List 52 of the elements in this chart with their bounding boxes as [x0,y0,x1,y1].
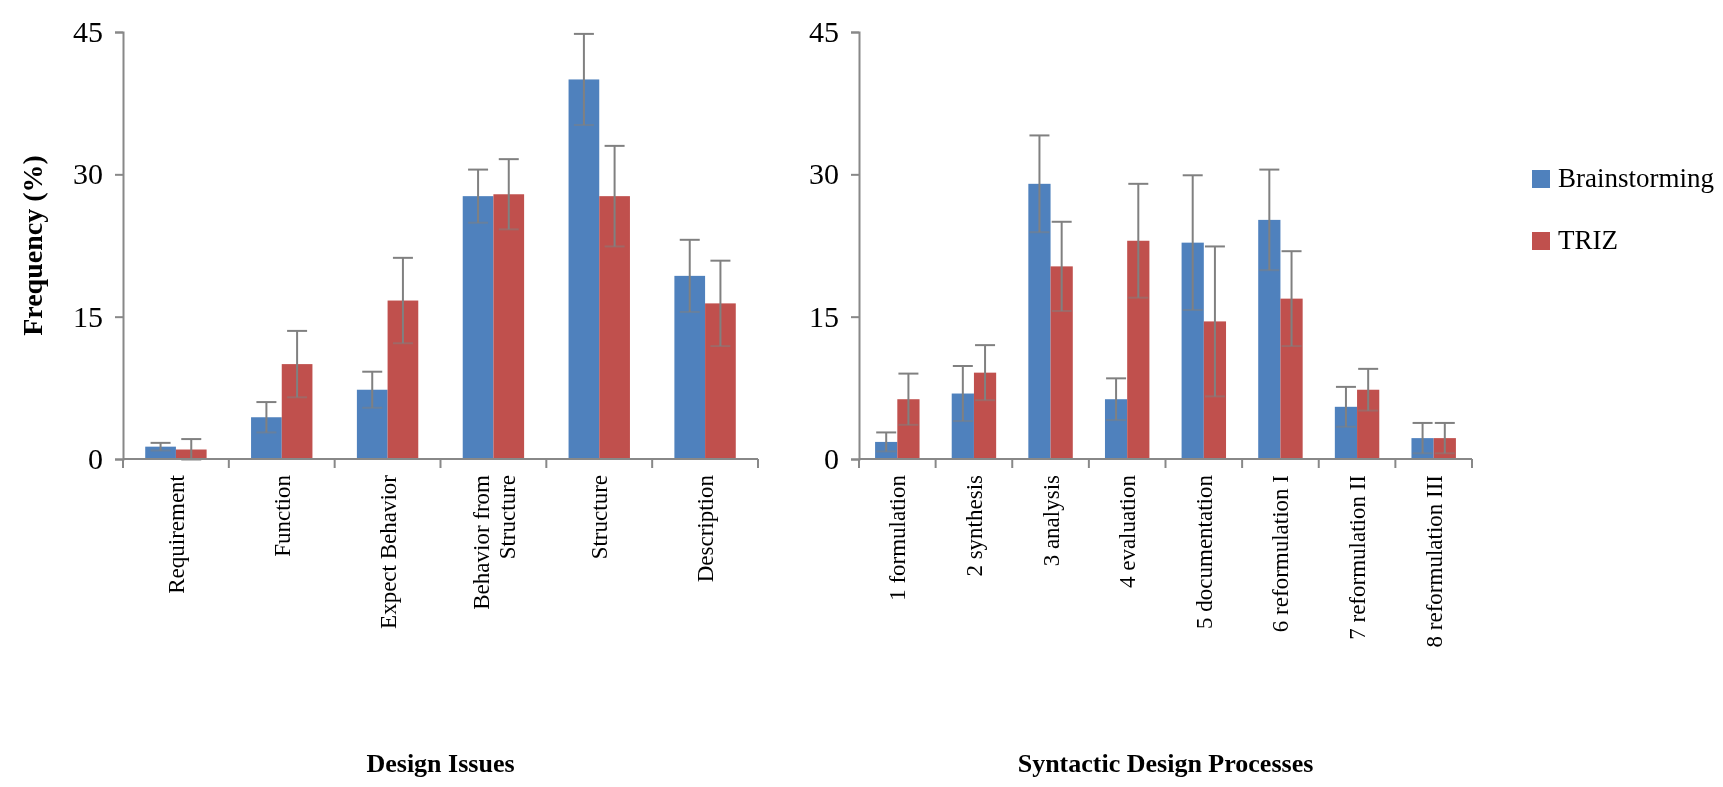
bar [875,441,898,459]
x-axis-title: Syntactic Design Processes [1017,749,1314,778]
legend-label: Brainstorming [1558,163,1714,193]
x-tick-label: 8 reformulation III [1421,475,1447,648]
bar [1203,321,1227,459]
x-tick-label: 1 formulation [885,474,911,601]
bar [145,446,176,459]
bar [1104,399,1128,459]
x-tick-label: 4 evaluation [1115,474,1141,589]
bar [897,399,920,459]
y-tick-label: 30 [809,157,839,191]
y-tick-label: 15 [809,299,839,333]
x-tick-label: 7 reformulation II [1345,475,1371,640]
x-tick-label: Expect Behavior [375,474,401,629]
bar [1280,298,1303,459]
bar [281,364,313,459]
bar [599,196,630,459]
y-tick-label: 45 [73,15,103,49]
x-tick-label: Requirement [163,474,189,594]
bar [705,303,736,459]
x-tick-label: Structure [587,475,613,560]
y-tick-label: 0 [88,442,103,476]
bar [674,275,706,459]
bar [1028,183,1051,459]
x-tick-label: 6 reformulation I [1268,475,1294,633]
y-axis-title: Frequency (%) [17,155,48,336]
bar [1334,406,1358,459]
bar [951,393,974,459]
y-tick-label: 15 [73,299,103,333]
bar [356,389,388,459]
y-tick-label: 30 [73,157,103,191]
bar [1181,242,1204,459]
legend-label: TRIZ [1558,225,1618,255]
bar [973,372,997,459]
bar [1127,240,1150,459]
bar [462,196,494,459]
y-tick-label: 45 [809,15,839,49]
x-tick-label: 2 synthesis [961,474,987,577]
x-axis-title: Design Issues [366,749,515,778]
y-tick-label: 0 [824,442,839,476]
bar [568,79,600,459]
bar [1258,219,1281,459]
bar [251,417,282,459]
x-tick-label: 3 analysis [1038,474,1064,567]
bar [1357,389,1380,459]
x-tick-label: 5 documentation [1191,474,1217,629]
x-tick-label: Behavior from Structure [469,474,521,610]
x-tick-label: Description [693,474,719,583]
bar [1050,266,1073,459]
bar [387,300,419,459]
x-tick-label: Function [269,474,295,557]
bar [493,194,525,459]
